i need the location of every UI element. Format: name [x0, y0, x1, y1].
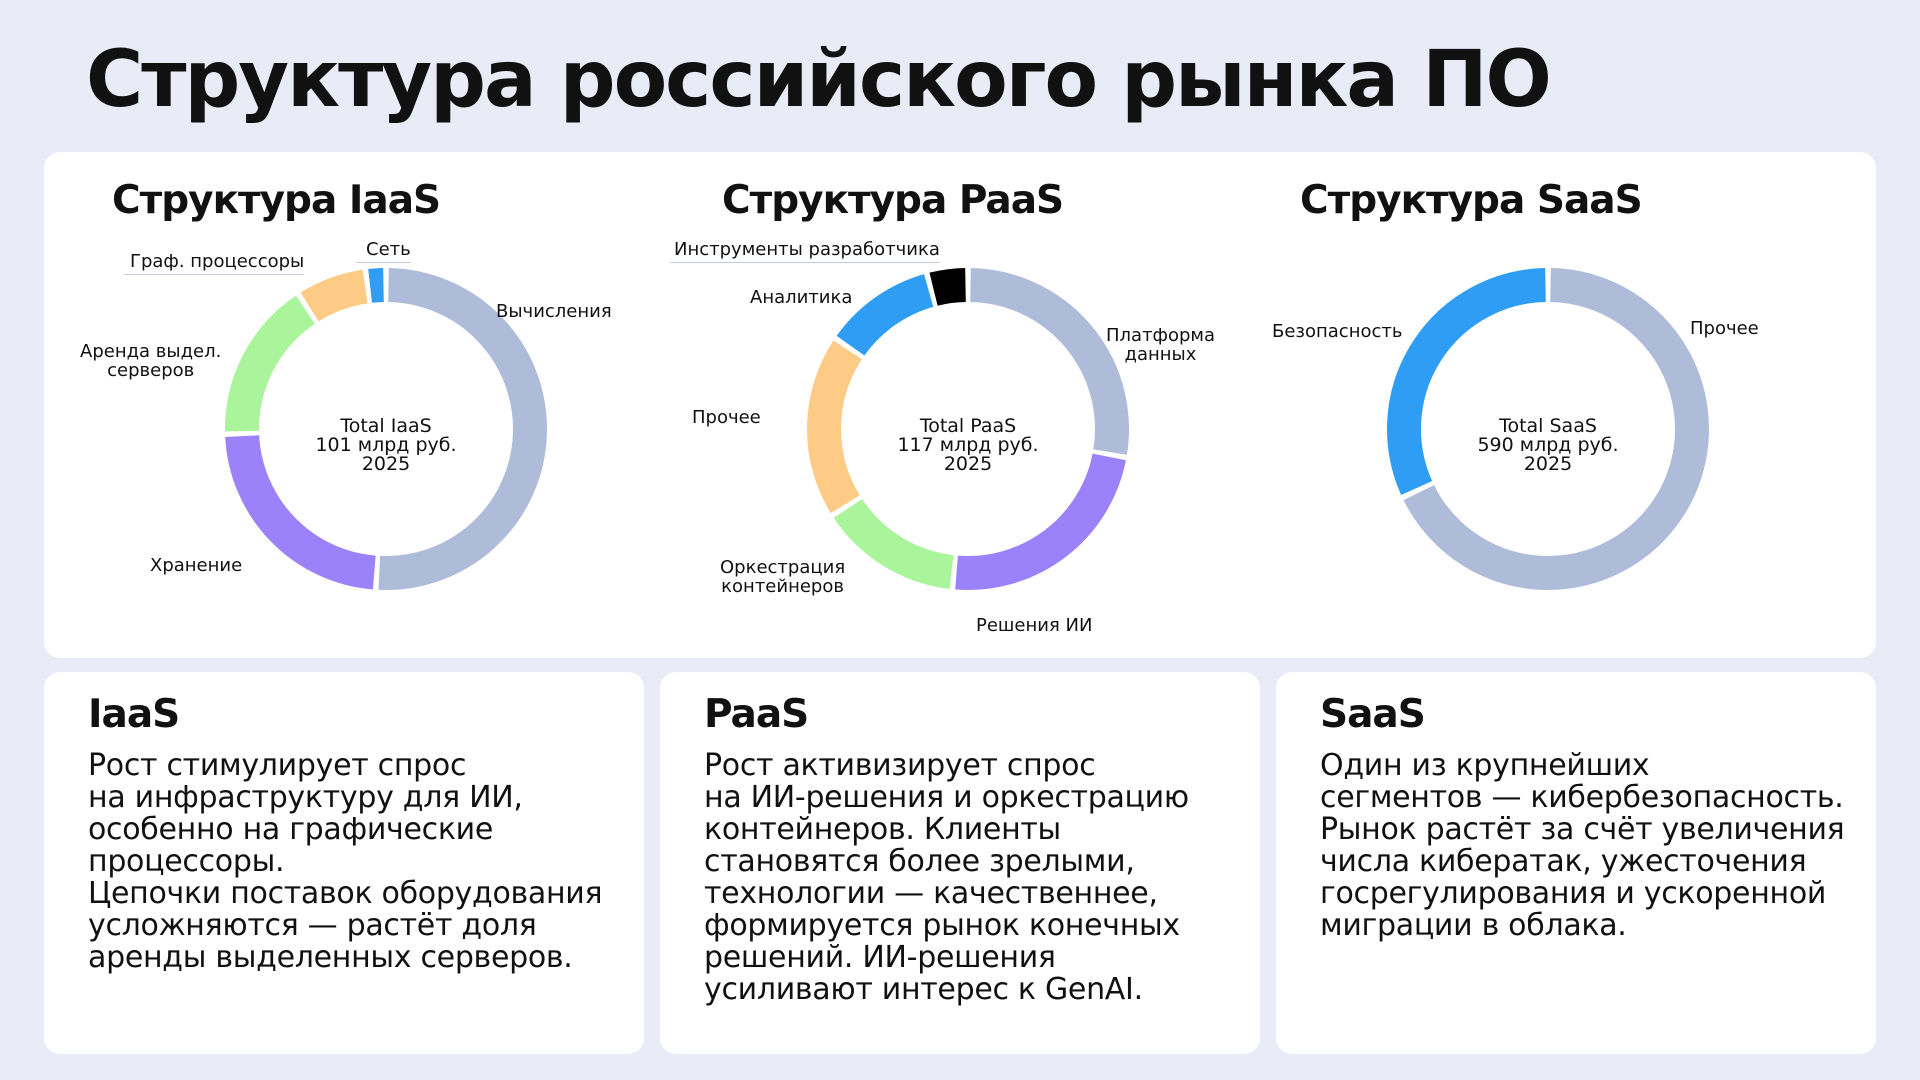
paas-label-data-platform-line2: данных — [1124, 344, 1197, 365]
donut-slice-6 — [929, 268, 967, 306]
donut-slice-1 — [1403, 268, 1709, 590]
paas-center-value: 117 млрд руб. — [897, 434, 1039, 456]
saas-center-label: Total SaaS — [1499, 415, 1597, 437]
iaas-card: IaaS Рост стимулирует спрос на инфрастру… — [44, 672, 644, 1054]
saas-card-title: SaaS — [1320, 692, 1426, 737]
paas-label-orchestration-line2: контейнеров — [721, 576, 844, 597]
donut-slice-4 — [300, 269, 369, 322]
saas-center-year: 2025 — [1523, 453, 1573, 475]
iaas-label-dedicated: Аренда выдел. серверов — [80, 342, 221, 380]
iaas-label-gpu-line: Граф. процессоры — [130, 251, 305, 272]
donut-slice-5 — [368, 268, 384, 303]
iaas-chart-title: Структура IaaS — [112, 178, 441, 223]
paas-card-text: Рост активизирует спрос на ИИ-решения и … — [704, 748, 1189, 1007]
saas-card-text: Один из крупнейших сегментов — кибербезо… — [1320, 748, 1845, 943]
saas-donut — [1387, 268, 1709, 590]
saas-label-other: Прочее — [1690, 319, 1759, 338]
iaas-label-compute-line: Вычисления — [496, 301, 612, 322]
paas-card-title: PaaS — [704, 692, 809, 737]
paas-chart-title: Структура PaaS — [722, 178, 1064, 223]
paas-label-other-line: Прочее — [692, 407, 761, 428]
saas-label-security: Безопасность — [1272, 322, 1402, 341]
paas-label-orchestration: Оркестрация контейнеров — [720, 558, 845, 596]
paas-label-data-platform-line1: Платформа — [1106, 325, 1215, 346]
paas-label-other: Прочее — [692, 408, 761, 427]
page-title: Структура российского рынка ПО — [86, 35, 1552, 125]
donut-slice-4 — [807, 340, 863, 514]
donut-slice-2 — [1387, 268, 1547, 495]
saas-label-security-line: Безопасность — [1272, 321, 1403, 342]
paas-center-year: 2025 — [943, 453, 993, 475]
charts-panel: Структура IaaS Total IaaS 101 млрд руб. … — [44, 152, 1876, 658]
iaas-label-storage: Хранение — [150, 556, 242, 575]
paas-center-text: Total PaaS 117 млрд руб. 2025 — [858, 417, 1078, 474]
donut-slice-2 — [955, 453, 1126, 590]
paas-label-data-platform: Платформа данных — [1106, 326, 1215, 364]
iaas-center-value: 101 млрд руб. — [315, 434, 457, 456]
paas-label-devtools-line: Инструменты разработчика — [674, 239, 940, 260]
donut-slice-3 — [225, 295, 316, 432]
saas-card: SaaS Один из крупнейших сегментов — кибе… — [1276, 672, 1876, 1054]
iaas-center-text: Total IaaS 101 млрд руб. 2025 — [276, 417, 496, 474]
saas-label-other-line: Прочее — [1690, 318, 1759, 339]
donut-slice-1 — [378, 268, 547, 590]
donut-slice-2 — [225, 434, 377, 590]
paas-label-devtools: Инструменты разработчика — [670, 240, 940, 263]
paas-label-ai-line: Решения ИИ — [976, 615, 1093, 636]
paas-center-label: Total PaaS — [919, 415, 1017, 437]
saas-center-text: Total SaaS 590 млрд руб. 2025 — [1438, 417, 1658, 474]
saas-center-value: 590 млрд руб. — [1477, 434, 1619, 456]
iaas-card-title: IaaS — [88, 692, 180, 737]
saas-chart-title: Структура SaaS — [1300, 178, 1643, 223]
donut-slice-1 — [969, 268, 1129, 455]
iaas-label-storage-line: Хранение — [150, 555, 243, 576]
paas-donut — [807, 268, 1129, 590]
iaas-center-year: 2025 — [361, 453, 411, 475]
iaas-label-network: Сеть — [356, 240, 411, 263]
iaas-label-dedicated-line1: Аренда выдел. — [80, 341, 222, 362]
paas-label-orchestration-line1: Оркестрация — [720, 557, 846, 578]
paas-label-analytics: Аналитика — [750, 288, 852, 307]
iaas-donut — [225, 268, 547, 590]
iaas-label-gpu: Граф. процессоры — [124, 251, 305, 275]
donut-slice-5 — [836, 274, 934, 356]
iaas-label-compute: Вычисления — [496, 302, 612, 321]
iaas-label-network-line: Сеть — [366, 239, 411, 260]
paas-card: PaaS Рост активизирует спрос на ИИ-решен… — [660, 672, 1260, 1054]
paas-label-analytics-line: Аналитика — [750, 287, 853, 308]
iaas-card-text: Рост стимулирует спрос на инфраструктуру… — [88, 748, 603, 975]
iaas-center-label: Total IaaS — [340, 415, 432, 437]
donut-slice-3 — [833, 498, 954, 589]
paas-label-ai: Решения ИИ — [976, 616, 1092, 635]
iaas-label-dedicated-line2: серверов — [107, 360, 195, 381]
